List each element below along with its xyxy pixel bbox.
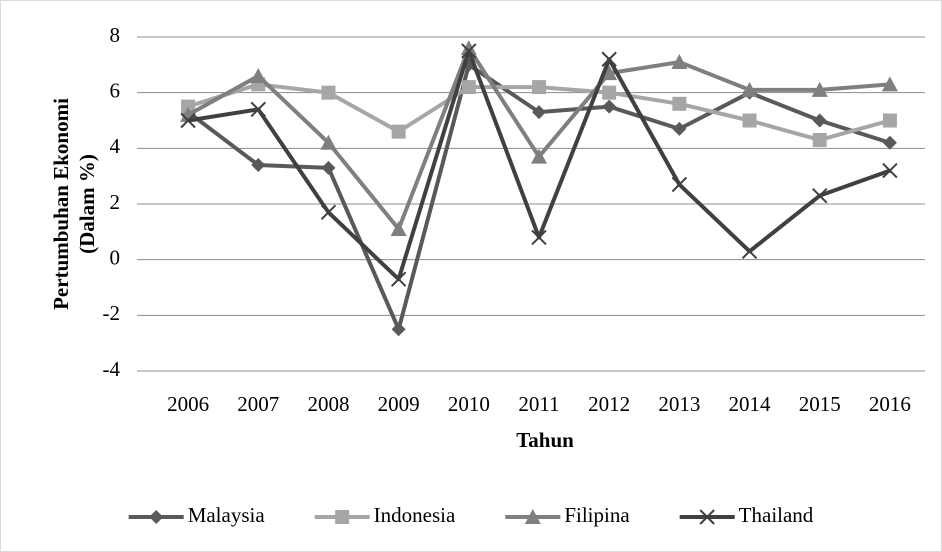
x-tick-label: 2012 [588,392,630,416]
legend-label: Thailand [739,503,814,527]
marker [250,67,267,83]
x-tick-label: 2013 [658,392,700,416]
marker [524,509,541,524]
marker [882,135,897,150]
legend-label: Filipina [564,503,630,527]
x-tick-label: 2014 [729,392,772,416]
x-tick-label: 2006 [167,392,209,416]
marker [601,51,617,67]
y-tick-label: 2 [110,190,121,214]
marker [181,99,196,114]
marker [532,80,546,95]
marker [812,187,828,204]
x-tick-label: 2016 [869,392,911,416]
marker [742,113,757,128]
marker [601,65,618,81]
y-tick-label: 4 [110,134,121,158]
x-tick-label: 2015 [799,392,841,416]
y-tick-label: 0 [110,245,121,269]
legend-label: Indonesia [374,503,456,527]
marker [882,162,898,179]
y-axis-title-line: (Dalam %) [75,154,99,254]
marker [671,176,688,193]
marker [460,40,477,56]
marker [391,124,406,139]
marker [335,510,350,524]
marker [251,158,266,173]
marker [391,322,406,337]
marker [531,229,547,246]
marker [321,160,336,175]
marker [811,81,828,97]
y-axis-title-line: Pertumbuhan Ekonomi [49,98,73,310]
marker [390,221,407,237]
y-tick-label: -2 [103,301,121,325]
marker [461,80,476,95]
marker [320,134,337,150]
y-axis-title: Pertumbuhan Ekonomi (Dalam %) [49,98,99,310]
x-tick-label: 2008 [307,392,349,416]
y-tick-label: -4 [103,357,121,381]
marker [250,101,266,118]
marker [741,81,758,97]
marker [602,85,617,100]
x-tick-label: 2009 [378,392,420,416]
marker [531,148,547,164]
marker [149,510,164,524]
marker [741,243,758,260]
marker [532,105,546,120]
marker [672,96,687,111]
marker [180,112,196,129]
marker [321,85,336,100]
marker [881,76,898,92]
x-axis-title: Tahun [516,428,574,452]
marker [812,132,827,147]
y-tick-label: 6 [110,78,121,102]
marker [699,509,715,525]
x-tick-label: 2010 [448,392,490,416]
y-tick-label: 8 [110,23,121,47]
marker [882,113,897,128]
marker [320,204,337,221]
marker [812,113,827,128]
x-tick-label: 2007 [237,392,279,416]
marker [671,54,688,70]
marker [390,271,407,287]
legend: Malaysia Indonesia Filipina Thailand [128,503,814,527]
marker [461,43,477,59]
marker [602,99,617,114]
legend-label: Malaysia [188,503,266,527]
x-tick-label: 2011 [518,392,559,416]
marker [672,121,687,136]
